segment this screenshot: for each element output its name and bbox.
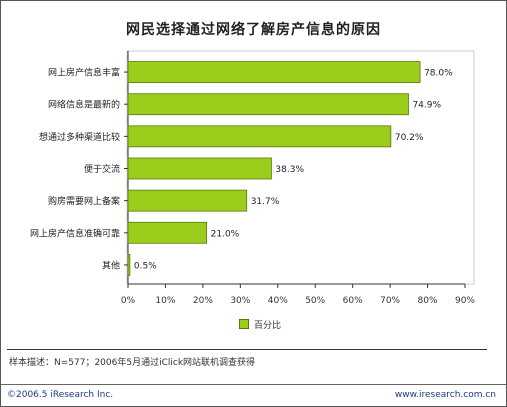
x-tick-label: 20% (193, 296, 213, 306)
bar-value-label: 0.5% (134, 261, 157, 271)
chart-title: 网民选择通过网络了解房产信息的原因 (126, 22, 381, 38)
category-label: 想通过多种渠道比较 (39, 131, 120, 143)
x-tick-label: 30% (230, 296, 250, 306)
x-tick-label: 70% (380, 296, 400, 306)
footer-divider (1, 384, 506, 385)
bar (127, 125, 392, 148)
legend-swatch (239, 319, 249, 329)
category-label: 网上房产信息准确可靠 (30, 227, 120, 239)
category-label: 便于交流 (84, 163, 120, 175)
bar-value-label: 78.0% (424, 69, 453, 79)
bar (127, 93, 409, 116)
bar-value-label: 38.3% (275, 165, 304, 175)
category-label: 网络信息是最新的 (48, 99, 120, 111)
bar-value-label: 21.0% (211, 229, 240, 239)
bar-chart: 0% 10% 20% 30% 40% 50% 60% 70% 80% 90% 网上房产信息丰富 78.… (30, 50, 475, 306)
legend-label: 百分比 (254, 320, 282, 331)
note-divider (7, 349, 487, 350)
website-link[interactable]: www.iresearch.com.cn (394, 390, 496, 400)
bar (127, 221, 208, 244)
legend: 百分比 (239, 317, 281, 331)
x-tick-label: 50% (305, 296, 325, 306)
copyright-text: ©2006.5 iResearch Inc. (7, 390, 114, 400)
category-label: 购房需要网上备案 (48, 195, 120, 207)
bar (127, 61, 421, 83)
bar (127, 189, 248, 212)
bar-value-label: 31.7% (251, 197, 280, 207)
category-label: 网上房产信息丰富 (48, 67, 120, 79)
x-tick-label: 40% (268, 296, 288, 306)
x-tick-label: 60% (343, 296, 363, 306)
bar (127, 254, 131, 276)
x-tick-label: 0% (121, 296, 136, 306)
x-tick-label: 80% (418, 296, 438, 306)
bar-value-label: 70.2% (395, 133, 424, 143)
x-tick-label: 10% (155, 296, 175, 306)
bar-value-label: 74.9% (412, 101, 441, 111)
sample-description: 样本描述：N=577；2006年5月通过iClick网站联机调查获得 (9, 358, 256, 368)
bar (127, 157, 272, 180)
x-tick-label: 90% (455, 296, 475, 306)
category-label: 其他 (102, 259, 120, 271)
